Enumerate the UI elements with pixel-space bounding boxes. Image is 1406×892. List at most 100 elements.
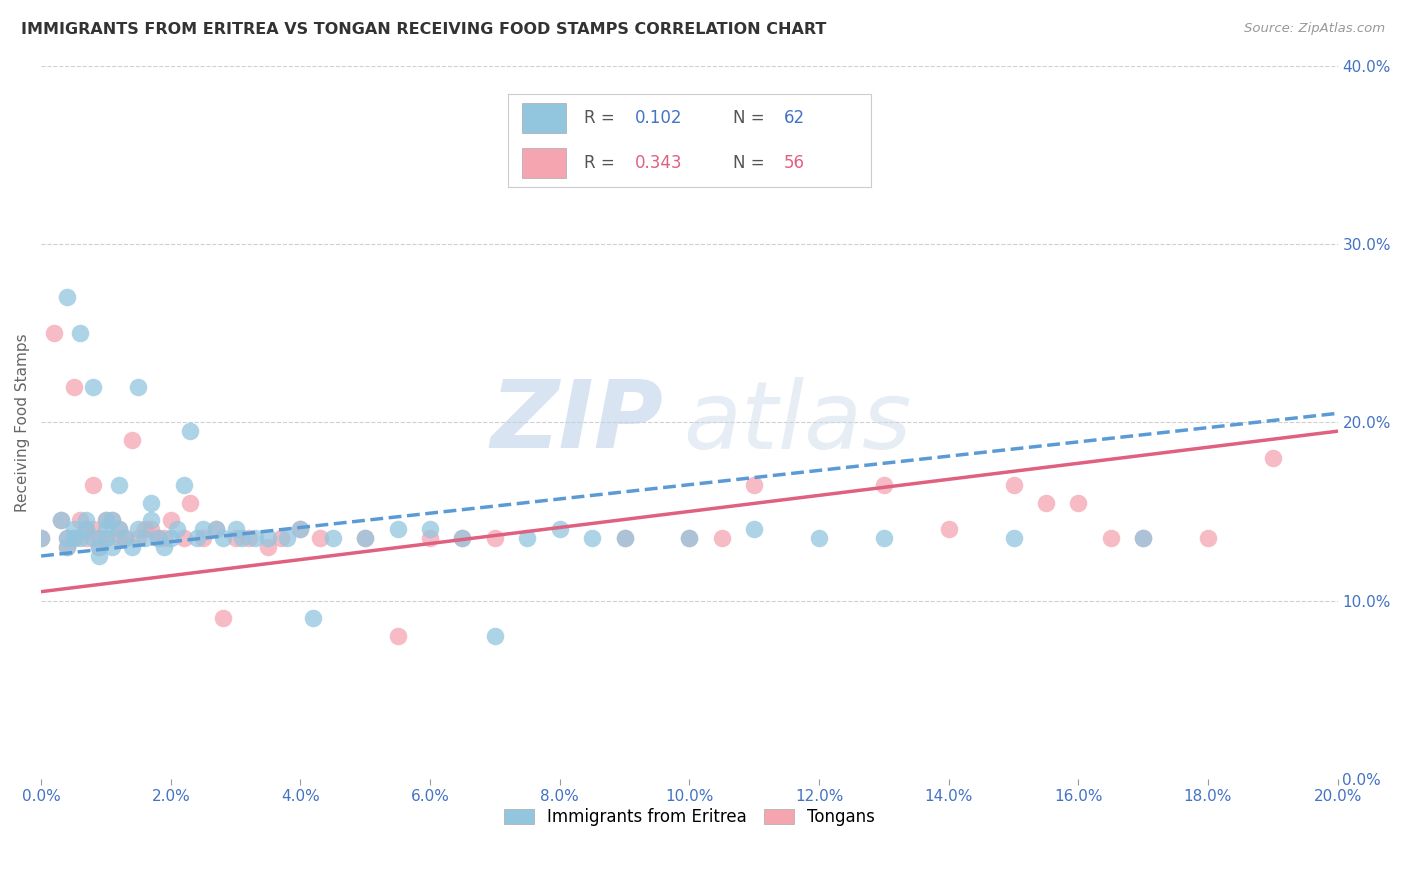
Point <box>173 477 195 491</box>
Point <box>141 513 163 527</box>
Point <box>581 531 603 545</box>
Point <box>127 531 149 545</box>
Point <box>243 531 266 545</box>
Point <box>225 522 247 536</box>
Point <box>938 522 960 536</box>
Point <box>613 531 636 545</box>
Point <box>710 531 733 545</box>
Point <box>290 522 312 536</box>
Point <box>257 531 280 545</box>
Point <box>205 522 228 536</box>
Point <box>94 531 117 545</box>
Point <box>419 522 441 536</box>
Point <box>134 531 156 545</box>
Point <box>76 531 98 545</box>
Point <box>484 531 506 545</box>
Point <box>613 531 636 545</box>
Point <box>808 531 831 545</box>
Point <box>211 531 233 545</box>
Point <box>82 531 104 545</box>
Point <box>121 540 143 554</box>
Point <box>193 522 215 536</box>
Point <box>1132 531 1154 545</box>
Point <box>354 531 377 545</box>
Point <box>548 522 571 536</box>
Point <box>127 379 149 393</box>
Point <box>387 629 409 643</box>
Point <box>302 611 325 625</box>
Point <box>257 540 280 554</box>
Point <box>30 531 52 545</box>
Point <box>419 531 441 545</box>
Point <box>179 495 201 509</box>
Point <box>69 326 91 340</box>
Point <box>101 513 124 527</box>
Point <box>186 531 208 545</box>
Point <box>108 522 131 536</box>
Point <box>179 424 201 438</box>
Point <box>146 531 169 545</box>
Point <box>1261 450 1284 465</box>
Point <box>108 531 131 545</box>
Point <box>76 522 98 536</box>
Point <box>873 477 896 491</box>
Point <box>276 531 298 545</box>
Point <box>62 531 84 545</box>
Point <box>94 513 117 527</box>
Point <box>89 540 111 554</box>
Point <box>1067 495 1090 509</box>
Point <box>82 379 104 393</box>
Point <box>678 531 700 545</box>
Point <box>146 531 169 545</box>
Point <box>127 522 149 536</box>
Text: IMMIGRANTS FROM ERITREA VS TONGAN RECEIVING FOOD STAMPS CORRELATION CHART: IMMIGRANTS FROM ERITREA VS TONGAN RECEIV… <box>21 22 827 37</box>
Point <box>166 522 188 536</box>
Point <box>108 477 131 491</box>
Point <box>387 522 409 536</box>
Point <box>89 549 111 563</box>
Point <box>308 531 330 545</box>
Point <box>82 522 104 536</box>
Point <box>1035 495 1057 509</box>
Point <box>742 477 765 491</box>
Text: Source: ZipAtlas.com: Source: ZipAtlas.com <box>1244 22 1385 36</box>
Point <box>231 531 253 545</box>
Point <box>173 531 195 545</box>
Point <box>69 531 91 545</box>
Point <box>101 513 124 527</box>
Point <box>62 379 84 393</box>
Point <box>30 531 52 545</box>
Point <box>516 531 538 545</box>
Point <box>742 522 765 536</box>
Point <box>141 522 163 536</box>
Point <box>42 326 65 340</box>
Point <box>49 513 72 527</box>
Point <box>69 513 91 527</box>
Legend: Immigrants from Eritrea, Tongans: Immigrants from Eritrea, Tongans <box>495 800 883 835</box>
Point <box>56 540 79 554</box>
Point <box>159 531 181 545</box>
Point <box>121 433 143 447</box>
Point <box>153 531 176 545</box>
Point <box>873 531 896 545</box>
Point <box>1132 531 1154 545</box>
Point <box>62 531 84 545</box>
Point <box>193 531 215 545</box>
Point <box>56 540 79 554</box>
Point <box>94 513 117 527</box>
Point <box>290 522 312 536</box>
Point <box>76 513 98 527</box>
Point <box>89 540 111 554</box>
Text: atlas: atlas <box>683 376 911 467</box>
Point <box>62 522 84 536</box>
Point <box>49 513 72 527</box>
Point <box>225 531 247 545</box>
Point <box>322 531 344 545</box>
Point <box>114 531 136 545</box>
Point <box>101 540 124 554</box>
Text: ZIP: ZIP <box>491 376 664 468</box>
Point <box>354 531 377 545</box>
Point <box>484 629 506 643</box>
Point <box>94 531 117 545</box>
Point <box>94 522 117 536</box>
